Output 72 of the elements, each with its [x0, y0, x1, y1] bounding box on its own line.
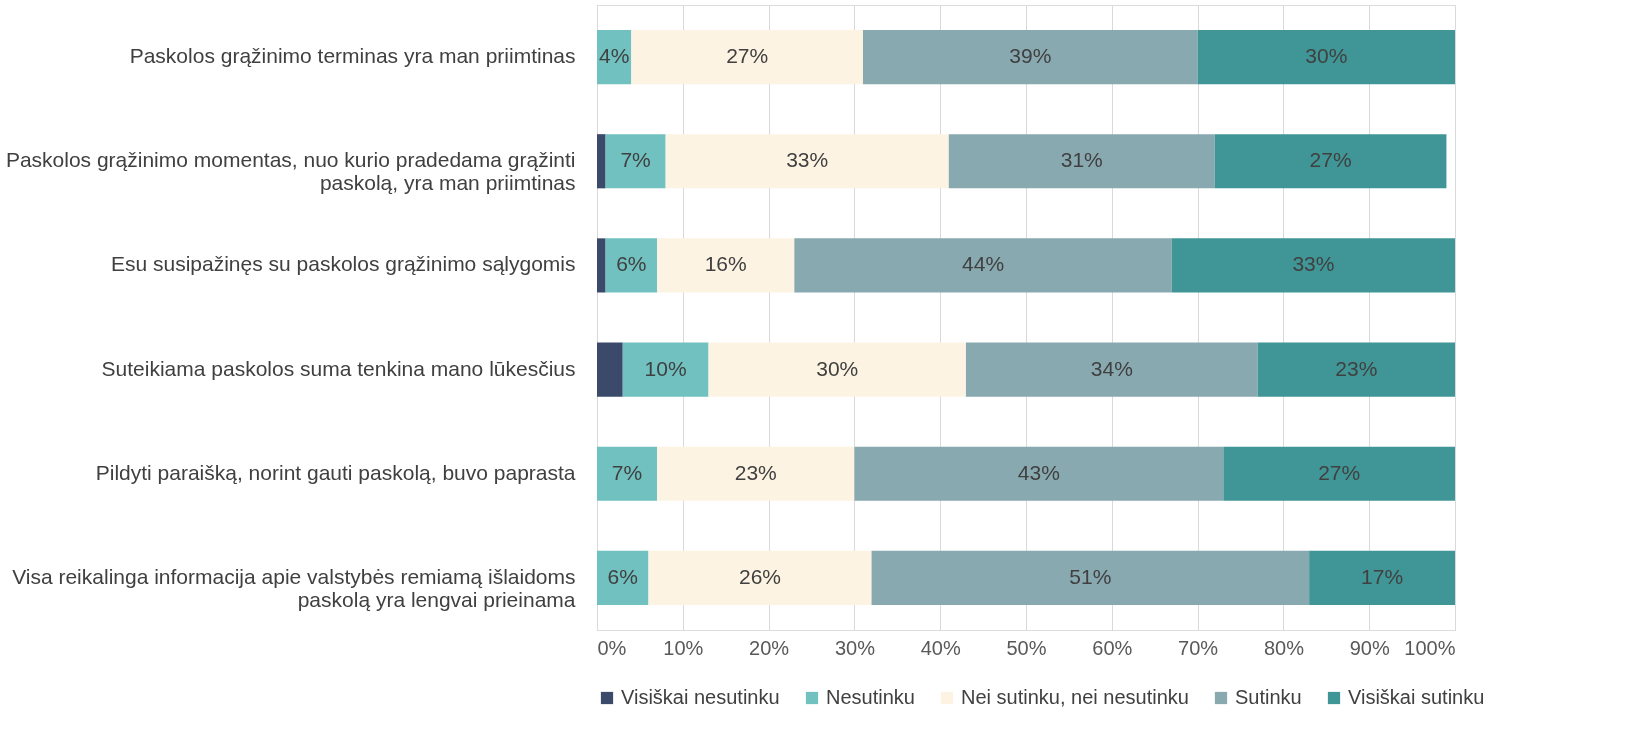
bar	[1171, 238, 1455, 293]
data-label: 43%	[1017, 460, 1060, 484]
y-tick-label: Paskolos grąžinimo momentas, nuo kurio pradedama grąžinti paskolą, yra man priimtinas	[5, 148, 576, 195]
bar	[605, 238, 658, 293]
bar	[605, 134, 666, 189]
bar	[854, 446, 1224, 501]
bar	[1309, 550, 1455, 605]
data-label: 33%	[1292, 252, 1335, 276]
y-tick-label: Suteikiama paskolos suma tenkina mano lūkesčius	[101, 356, 576, 380]
x-tick-label: 100%	[1404, 636, 1456, 659]
x-tick-label: 10%	[663, 636, 704, 659]
data-label: 39%	[1009, 44, 1052, 68]
data-label: 27%	[1318, 460, 1361, 484]
data-label: 27%	[726, 44, 769, 68]
bar	[597, 134, 606, 189]
bar	[597, 342, 623, 397]
x-tick-label: 80%	[1263, 636, 1305, 659]
x-tick-label: 30%	[834, 636, 876, 659]
x-tick-label: 20%	[749, 636, 790, 659]
data-label: 23%	[734, 460, 777, 484]
data-label: 33%	[786, 148, 829, 172]
x-tick-label: 60%	[1092, 636, 1133, 659]
data-label: 26%	[739, 564, 782, 588]
bar	[871, 550, 1310, 605]
x-tick-label: 70%	[1178, 636, 1219, 659]
bar	[708, 342, 966, 397]
bar	[597, 550, 649, 605]
data-label: 44%	[962, 252, 1005, 276]
bar	[948, 134, 1215, 189]
data-label: 6%	[607, 564, 638, 588]
data-label: 27%	[1309, 148, 1352, 172]
legend-label: Visiškai sutinku	[1348, 686, 1485, 708]
bar	[622, 342, 709, 397]
data-label: 10%	[644, 356, 687, 380]
data-label: 51%	[1069, 564, 1112, 588]
data-label: 31%	[1060, 148, 1103, 172]
legend-label: Visiškai nesutinku	[621, 686, 780, 708]
bar	[665, 134, 949, 189]
data-label: 16%	[704, 252, 747, 276]
bar	[1223, 446, 1455, 501]
bar	[657, 238, 795, 293]
bar	[965, 342, 1258, 397]
data-label: 4%	[598, 44, 630, 68]
x-tick-label: 90%	[1349, 636, 1390, 659]
y-tick-label: Esu susipažinęs su paskolos grąžinimo sąlygomis	[110, 252, 576, 276]
y-tick-label: Paskolos grąžinimo terminas yra man priimtinas	[129, 44, 576, 68]
legend-label: Nei sutinku, nei nesutinku	[961, 686, 1189, 708]
bar	[1214, 134, 1447, 189]
data-label: 7%	[611, 460, 643, 484]
bar	[657, 446, 855, 501]
legend-label: Sutinku	[1235, 686, 1302, 708]
x-tick-label: 50%	[1006, 636, 1047, 659]
data-label: 23%	[1335, 356, 1378, 380]
bar	[631, 30, 863, 85]
x-tick-label: 0%	[597, 636, 627, 659]
data-label: 34%	[1090, 356, 1133, 380]
x-tick-label: 40%	[920, 636, 961, 659]
bar	[794, 238, 1172, 293]
bar	[648, 550, 872, 605]
data-label: 7%	[620, 148, 651, 172]
bar	[597, 238, 606, 293]
bar	[1257, 342, 1455, 397]
legend-label: Nesutinku	[826, 686, 915, 708]
y-tick-label: Visa reikalinga informacija apie valstybės remiamą išlaidoms paskolą yra lengvai prieinama	[12, 564, 576, 611]
data-label: 6%	[616, 252, 647, 276]
bar	[597, 446, 658, 501]
y-tick-label: Pildyti paraišką, norint gauti paskolą, buvo paprasta	[95, 460, 576, 484]
data-label: 30%	[816, 356, 859, 380]
data-label: 30%	[1305, 44, 1348, 68]
bar	[1197, 30, 1455, 85]
bar	[862, 30, 1198, 85]
data-label: 17%	[1361, 564, 1404, 588]
